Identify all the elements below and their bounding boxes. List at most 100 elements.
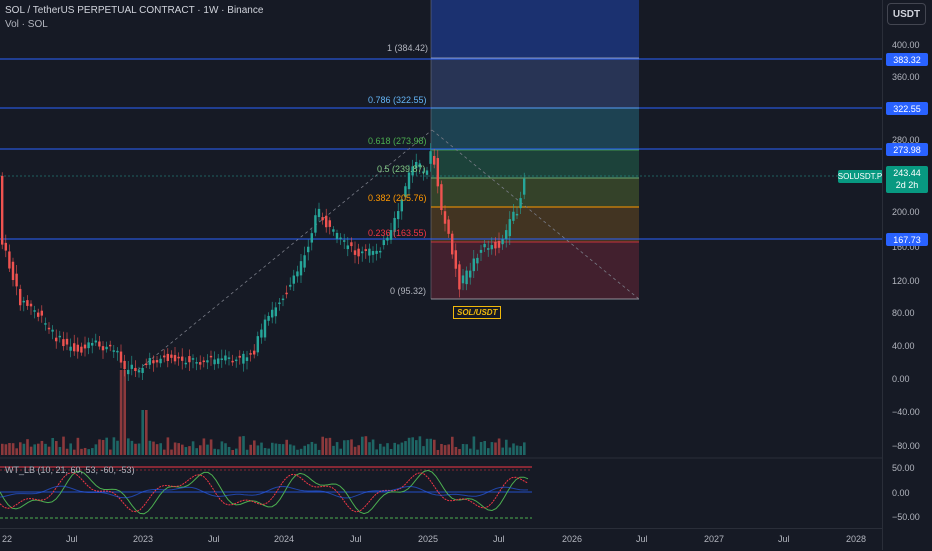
fib-label-1: 1 (384.42)	[387, 43, 429, 53]
candle	[443, 211, 447, 224]
volume-bar	[15, 448, 18, 455]
volume-bar	[335, 442, 339, 455]
fib-label-0618: 0.618 (273.98)	[368, 136, 427, 146]
volume-bar	[411, 437, 414, 455]
price-tag-level[interactable]: 383.32	[886, 53, 928, 66]
volume-bar	[227, 446, 231, 455]
volume-bar	[235, 448, 238, 455]
volume-bar	[37, 443, 40, 455]
volume-bar	[389, 449, 393, 455]
volume-indicator-label[interactable]: Vol · SOL	[5, 19, 48, 30]
currency-button[interactable]: USDT	[887, 3, 926, 25]
volume-bar	[51, 437, 54, 455]
candle	[195, 362, 198, 364]
volume-bar	[98, 439, 101, 455]
volume-bar	[188, 446, 191, 455]
volume-bar	[512, 443, 515, 455]
candle	[94, 340, 97, 343]
price-tag-level[interactable]: 273.98	[886, 143, 928, 156]
volume-bar	[386, 443, 389, 455]
candle	[285, 292, 288, 295]
candle	[73, 343, 76, 352]
date-label: 2028	[846, 534, 867, 544]
price-tag-level[interactable]: 167.73	[886, 233, 928, 246]
volume-bar	[116, 440, 119, 455]
candle	[512, 211, 515, 221]
candle	[483, 243, 486, 248]
volume-bar	[22, 443, 26, 455]
volume-bar	[76, 437, 80, 455]
price-chart[interactable]	[0, 0, 882, 528]
volume-bar	[400, 442, 404, 455]
candle	[91, 342, 94, 346]
date-label: 2023	[133, 534, 154, 544]
volume-bar	[425, 438, 429, 455]
volume-bar	[231, 449, 234, 455]
volume-bar	[44, 443, 47, 455]
volume-bar	[62, 436, 65, 455]
candle	[454, 250, 457, 269]
volume-bar	[458, 449, 461, 455]
volume-bar	[296, 449, 299, 455]
candle	[274, 307, 277, 317]
time-axis[interactable]	[0, 528, 882, 551]
price-tag-level[interactable]: 322.55	[886, 102, 928, 115]
candle	[47, 327, 51, 330]
volume-bar	[310, 441, 314, 455]
candle	[55, 337, 58, 342]
volume-bar	[33, 444, 36, 455]
trend-lines[interactable]	[137, 129, 640, 371]
candle	[353, 250, 357, 255]
candle	[173, 355, 177, 362]
candle	[379, 250, 382, 253]
volume-bar	[292, 445, 296, 455]
candle	[382, 240, 385, 246]
volume-bar	[249, 444, 252, 455]
candle	[429, 151, 432, 164]
volume-bar	[105, 437, 108, 455]
volume-bar	[407, 437, 411, 455]
volume-bar	[361, 436, 364, 455]
volume-bar	[191, 441, 195, 455]
date-label: Jul	[350, 534, 362, 544]
price-axis[interactable]	[882, 0, 932, 550]
axis-tick: 280.00	[892, 135, 920, 145]
candle	[217, 358, 220, 364]
volume-bar	[224, 443, 227, 455]
volume-bar	[461, 443, 465, 455]
candle	[163, 355, 166, 358]
symbol-flag[interactable]: SOL/USDT	[453, 306, 502, 319]
candle	[310, 233, 313, 243]
candle	[220, 358, 223, 360]
volume-bar	[91, 448, 94, 455]
candle	[422, 171, 425, 173]
candle	[8, 251, 11, 269]
volume-bar	[299, 448, 303, 455]
volume-bar	[263, 447, 267, 455]
volume-bar	[152, 441, 155, 455]
volume-bar	[404, 441, 407, 455]
volume-bar	[494, 442, 497, 455]
volume-bar	[163, 449, 166, 455]
candle	[249, 353, 252, 355]
volume-bar	[479, 442, 483, 455]
volume-bar	[213, 448, 216, 455]
axis-tick: 200.00	[892, 207, 920, 217]
volume-bar	[73, 449, 76, 455]
candle	[307, 246, 310, 253]
candle	[166, 353, 169, 361]
candle	[411, 166, 414, 176]
volume-bar	[325, 438, 328, 455]
volume-bar	[80, 448, 83, 455]
indicator-label[interactable]: WT_LB (10, 21, 60, 53, -60, -53)	[5, 465, 135, 475]
volume-bar	[519, 446, 522, 455]
candle	[29, 303, 33, 307]
volume-bar	[328, 437, 332, 455]
candle	[119, 351, 123, 363]
axis-tick: 120.00	[892, 276, 920, 286]
volume-bar	[278, 443, 281, 455]
candle	[458, 264, 461, 290]
candle	[213, 359, 216, 365]
date-label: 2026	[562, 534, 583, 544]
fib-label-0: 0 (95.32)	[390, 286, 427, 296]
